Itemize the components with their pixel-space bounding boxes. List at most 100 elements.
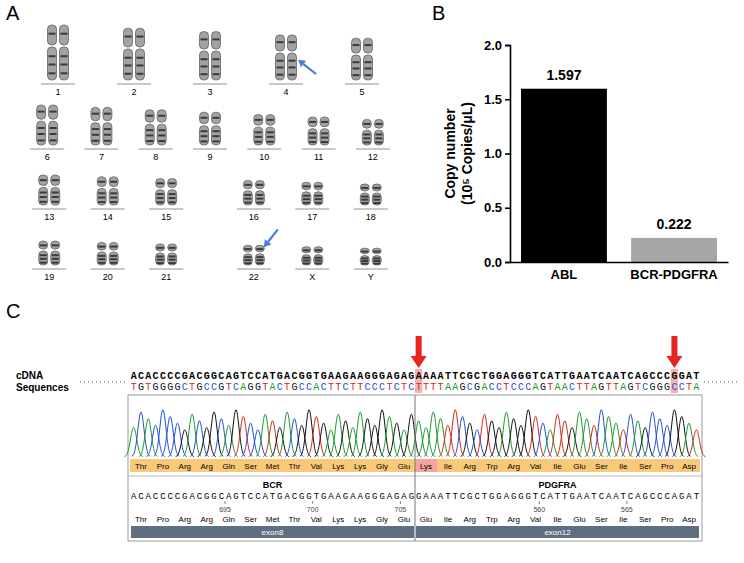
reference-amino-acid: Ile	[553, 515, 562, 524]
chromosome-band	[201, 38, 208, 40]
chromosome-label: 4	[283, 87, 288, 97]
chromosome-band	[303, 257, 310, 259]
chromosome-band	[244, 248, 251, 250]
reference-amino-acid: Ser	[595, 515, 608, 524]
reference-amino-acid: Glu	[420, 515, 432, 524]
chromosome-band	[158, 134, 165, 136]
chromosome-band	[375, 141, 382, 143]
chromosome-band	[146, 140, 153, 142]
bars	[521, 89, 717, 262]
y-axis: 0.00.51.01.52.0	[484, 38, 511, 270]
chromosome-arm	[243, 180, 252, 188]
base: T	[350, 382, 356, 393]
chromosome-arm	[136, 49, 145, 80]
chromosome-arm	[51, 251, 60, 265]
chromosome-band	[321, 141, 328, 143]
base: T	[555, 492, 561, 502]
chromosome-band	[98, 181, 105, 183]
base: G	[379, 492, 384, 502]
trace-peak	[263, 421, 281, 457]
reference-amino-acid: Lys	[354, 515, 366, 524]
trace-peak	[380, 416, 398, 456]
mutation-arrow-head	[666, 356, 682, 368]
chromosome-arm	[212, 51, 221, 80]
base: G	[343, 492, 348, 502]
pair-underline	[354, 269, 388, 270]
trace-peak	[563, 428, 581, 457]
chromosome-arm	[255, 254, 264, 265]
amino-acid: Asp	[682, 462, 696, 471]
base: G	[679, 371, 685, 382]
trace-peak	[490, 428, 508, 457]
amino-acid: Ser	[244, 462, 257, 471]
chromosome-arm	[200, 51, 209, 80]
base: A	[672, 492, 678, 502]
pair-underline	[149, 269, 183, 270]
chromosome-arm	[302, 192, 311, 205]
base: A	[284, 371, 290, 382]
chromosome-band	[92, 140, 99, 142]
base: C	[664, 371, 670, 382]
chromosome-band	[110, 262, 117, 264]
pair-underline	[193, 149, 227, 150]
chromosome-pair: 3	[193, 32, 227, 97]
base: C	[248, 492, 254, 502]
chromosome-label: 2	[131, 87, 136, 97]
base: T	[591, 371, 597, 382]
chromosome-arm	[39, 187, 48, 205]
pair-underline	[247, 149, 281, 150]
ruler-label: 695	[219, 506, 231, 513]
base: G	[306, 371, 312, 382]
chromosome-band	[52, 258, 59, 260]
chromosome-arm	[200, 112, 209, 123]
base: G	[409, 492, 414, 502]
base: C	[525, 382, 531, 393]
ruler-tick	[312, 501, 313, 504]
chromosome-band	[38, 127, 45, 129]
base: C	[255, 371, 261, 382]
base: A	[562, 382, 568, 393]
chromosome-band	[365, 44, 372, 46]
base: C	[474, 371, 480, 382]
chromosome-band	[373, 196, 380, 198]
chromosome-band	[104, 134, 111, 136]
amino-acid: Glu	[573, 462, 585, 471]
base: A	[336, 492, 342, 502]
chromosome-band	[201, 73, 208, 75]
chromosome-arm	[362, 119, 371, 128]
trace-peak	[512, 425, 530, 456]
chromosome-band	[157, 197, 164, 199]
chromosome-arm	[109, 252, 118, 265]
chromosome-label: 6	[45, 152, 50, 162]
chromosome-band	[303, 198, 310, 200]
base: C	[182, 382, 188, 393]
base: C	[138, 371, 144, 382]
mutation-highlight	[671, 369, 678, 393]
trace-peak	[497, 412, 515, 457]
base: A	[576, 371, 582, 382]
chromosome-arm	[39, 175, 48, 185]
base: C	[153, 492, 159, 502]
pair-underline	[91, 269, 125, 270]
pair-underline	[84, 149, 118, 150]
base: A	[313, 382, 319, 393]
tick-label: 0.0	[484, 255, 502, 270]
chromosome-pair: 14	[91, 177, 125, 222]
reference-amino-acid: Ile	[619, 515, 628, 524]
chromosome-band	[244, 259, 251, 261]
tick: 0.0	[484, 255, 510, 270]
chromosome-band	[169, 197, 176, 199]
trace-peak	[673, 416, 691, 456]
trace-peak	[278, 412, 296, 457]
chromosome-band	[158, 129, 165, 131]
trace-peak	[651, 419, 669, 457]
base: G	[255, 382, 261, 393]
chromosome-arm	[39, 251, 48, 265]
base: G	[211, 371, 217, 382]
base: T	[131, 382, 137, 393]
chromosome-band	[40, 262, 47, 264]
chromosome-band	[49, 33, 56, 35]
base: G	[291, 382, 297, 393]
base: T	[401, 382, 407, 393]
base: T	[547, 382, 553, 393]
